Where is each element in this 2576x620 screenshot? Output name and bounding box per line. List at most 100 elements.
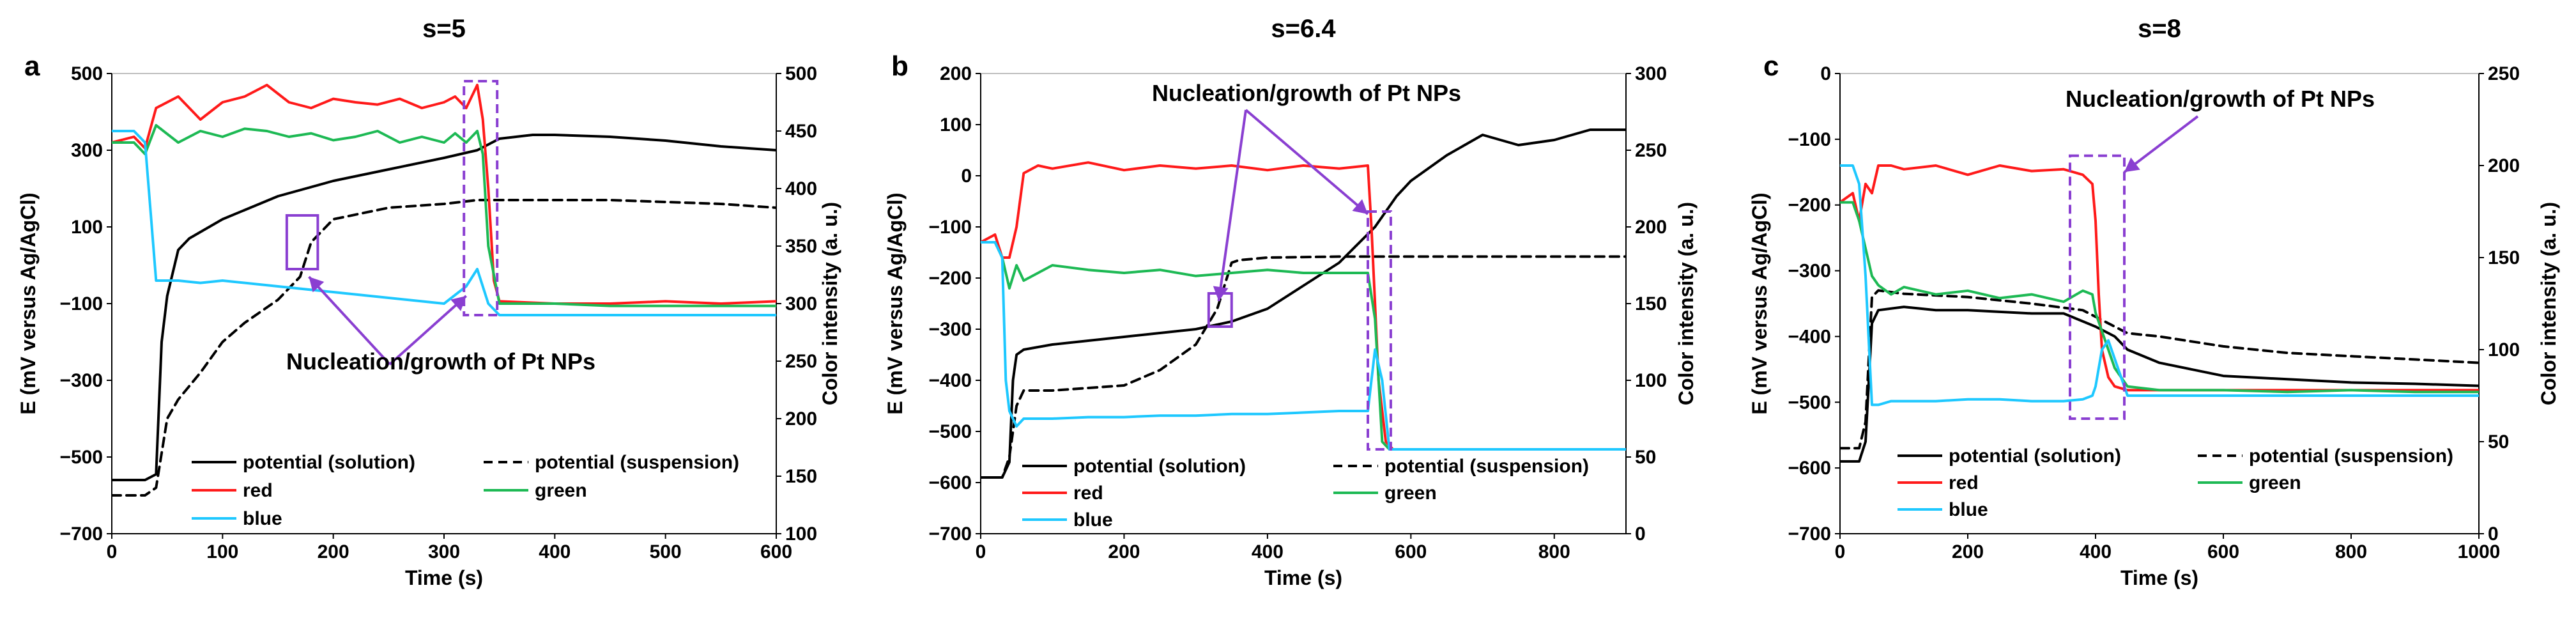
annotation-box	[1367, 210, 1392, 451]
legend-label: potential (suspension)	[1384, 456, 1589, 477]
x-tick-label: 200	[1108, 541, 1140, 562]
annotation-text: Nucleation/growth of Pt NPs	[2066, 86, 2375, 112]
series-line-red	[112, 84, 776, 305]
y2-tick-label: 100	[2488, 339, 2520, 360]
y-tick-label: 100	[71, 217, 103, 238]
x-tick-label: 200	[318, 541, 349, 562]
y2-tick-label: 200	[2488, 155, 2520, 176]
series-line-green	[1840, 201, 2479, 394]
y2-tick-label: 200	[1635, 217, 1667, 238]
y-tick-label: −700	[1788, 523, 1831, 545]
x-tick-label: 0	[107, 541, 118, 562]
y-axis-label: E (mV versus Ag/AgCl)	[17, 192, 40, 414]
x-axis-label: Time (s)	[1264, 566, 1342, 589]
annotation-arrowhead	[450, 296, 466, 311]
annotation-text: Nucleation/growth of Pt NPs	[286, 348, 595, 375]
x-tick-label: 800	[1538, 541, 1570, 562]
y-tick-label: −500	[928, 421, 972, 442]
annotation-box	[463, 80, 499, 316]
y2-tick-label: 500	[785, 63, 817, 84]
y2-tick-label: 350	[785, 236, 817, 257]
y-axis-label: E (mV versus Ag/AgCl)	[884, 192, 907, 414]
y-tick-label: −300	[59, 370, 103, 391]
series-line-blue	[981, 241, 1626, 451]
annotation-arrowhead	[1213, 286, 1229, 301]
x-tick-label: 800	[2335, 541, 2367, 562]
annotation-arrow	[388, 295, 467, 366]
legend-label: red	[1073, 483, 1103, 504]
y2-tick-label: 0	[2488, 523, 2499, 545]
y-tick-label: −300	[1788, 261, 1831, 282]
y2-tick-label: 250	[785, 351, 817, 372]
panel-label: a	[24, 50, 40, 82]
series-group	[981, 128, 1626, 479]
x-tick-label: 200	[1952, 541, 1984, 562]
chart-title: s=8	[2138, 15, 2181, 43]
y2-tick-label: 50	[2488, 431, 2509, 453]
y-tick-label: −500	[59, 447, 103, 468]
legend: potential (solution) potential (suspensio…	[1897, 446, 2453, 520]
y2-axis-label: Color intensity (a. u.)	[2537, 202, 2560, 405]
y2-tick-label: 250	[2488, 63, 2520, 84]
legend-label: potential (solution)	[1949, 446, 2121, 467]
annotation-arrow	[1217, 109, 1247, 302]
x-tick-label: 400	[539, 541, 571, 562]
y2-tick-label: 450	[785, 121, 817, 142]
y-tick-label: −500	[1788, 392, 1831, 413]
x-tick-label: 500	[650, 541, 682, 562]
y-tick-label: −100	[1788, 129, 1831, 150]
annotation-box	[285, 214, 319, 270]
annotation: Nucleation/growth of Pt NPs	[285, 80, 595, 375]
series-line-potential-solution	[1840, 306, 2479, 463]
annotation-arrowhead	[309, 277, 325, 293]
y-tick-label: −700	[928, 523, 972, 545]
y-tick-label: 0	[1820, 63, 1831, 84]
series-line-green	[112, 124, 776, 307]
y2-tick-label: 150	[785, 466, 817, 487]
y-tick-label: −300	[928, 319, 972, 340]
y-axis-label: E (mV versus Ag/AgCl)	[1748, 192, 1771, 414]
legend: potential (solution) potential (suspensio…	[192, 452, 739, 529]
annotation-text: Nucleation/growth of Pt NPs	[1152, 80, 1461, 106]
y2-tick-label: 300	[785, 293, 817, 314]
legend-label: potential (suspension)	[535, 452, 739, 473]
x-tick-label: 100	[206, 541, 238, 562]
annotation-arrow	[308, 275, 391, 366]
legend-label: blue	[243, 508, 282, 529]
y2-tick-label: 400	[785, 178, 817, 199]
series-group	[112, 84, 776, 497]
y-tick-label: 200	[940, 63, 972, 84]
y2-tick-label: 50	[1635, 447, 1656, 468]
annotation: Nucleation/growth of Pt NPs	[2066, 86, 2375, 420]
x-tick-label: 600	[760, 541, 792, 562]
y-tick-label: −100	[928, 217, 972, 238]
chart-panel-c: −700 −600 −500 −400 −300 −200 −100 0 0 50 100 150 20…	[1748, 15, 2560, 589]
legend-label: blue	[1073, 509, 1113, 531]
series-group	[1840, 164, 2479, 463]
annotation-arrowhead	[1352, 199, 1368, 214]
legend-label: green	[1384, 483, 1437, 504]
y2-tick-label: 0	[1635, 523, 1646, 545]
x-tick-label: 400	[2080, 541, 2112, 562]
x-tick-label: 0	[1835, 541, 1846, 562]
legend-label: red	[1949, 472, 1979, 493]
series-line-blue	[112, 130, 776, 316]
y-tick-label: 300	[71, 140, 103, 161]
y-tick-label: 0	[961, 166, 972, 187]
y-tick-label: 500	[71, 63, 103, 84]
series-line-potential-suspension	[1840, 289, 2479, 450]
legend: potential (solution) potential (suspensio…	[1022, 456, 1589, 531]
y2-tick-label: 200	[785, 408, 817, 430]
legend-label: red	[243, 480, 273, 501]
chart-title: s=6.4	[1271, 15, 1336, 43]
annotation: Nucleation/growth of Pt NPs	[1152, 80, 1461, 451]
x-axis-label: Time (s)	[2120, 566, 2198, 589]
x-axis-label: Time (s)	[405, 566, 483, 589]
y-tick-label: 100	[940, 114, 972, 136]
annotation-arrow	[1245, 109, 1369, 215]
x-tick-label: 0	[976, 541, 986, 562]
legend-label: potential (suspension)	[2249, 446, 2453, 467]
legend-label: green	[535, 480, 587, 501]
y-tick-label: −100	[59, 293, 103, 314]
